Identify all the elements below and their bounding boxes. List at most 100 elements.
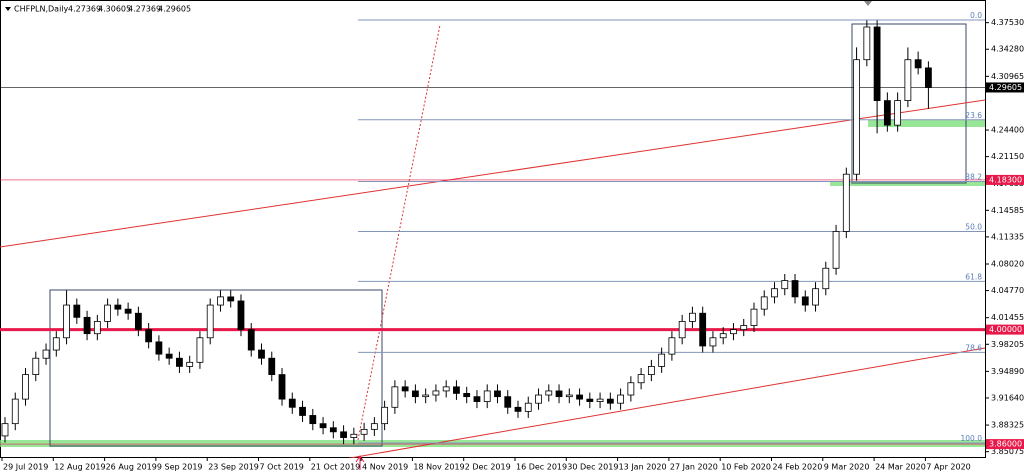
support-zone xyxy=(868,120,985,127)
candle-body xyxy=(134,312,142,330)
candle-body xyxy=(617,394,624,404)
candle-body xyxy=(165,353,173,359)
price-label-box xyxy=(986,324,1024,335)
candle-body xyxy=(268,357,276,375)
candle-body xyxy=(124,308,132,314)
candle-body xyxy=(114,304,122,310)
candle-body xyxy=(668,337,676,355)
candle-body xyxy=(853,59,860,175)
y-tick-label: 4.04770 xyxy=(991,286,1024,295)
candle-body xyxy=(422,394,430,398)
candle-body xyxy=(791,280,799,298)
candle-body xyxy=(217,296,224,306)
candle-body xyxy=(771,288,778,298)
fib-label: 50.0 xyxy=(965,222,982,231)
candle-body xyxy=(740,325,748,330)
x-tick-label: 7 Oct 2019 xyxy=(260,463,304,472)
candle-body xyxy=(42,349,50,359)
plot-area xyxy=(0,19,985,458)
candle-body xyxy=(93,321,101,335)
y-tick-label: 4.21150 xyxy=(991,152,1024,161)
candle-body xyxy=(719,333,727,339)
x-tick-label: 13 Jan 2020 xyxy=(619,463,667,472)
ohlc-high: 4.30605 xyxy=(98,5,131,14)
price-label: 3.86000 xyxy=(989,440,1022,449)
candle-body xyxy=(514,406,522,412)
candle-body xyxy=(309,415,317,425)
x-tick-label: 9 Mar 2020 xyxy=(824,463,870,472)
x-tick-label: 9 Sep 2019 xyxy=(157,463,203,472)
plot-frame xyxy=(0,0,986,458)
candle-body xyxy=(750,308,758,326)
candle-body xyxy=(227,296,235,302)
shift-marker xyxy=(864,1,872,6)
candle-body xyxy=(155,341,163,355)
candle-body xyxy=(545,390,553,396)
candle-body xyxy=(186,361,194,367)
y-tick-label: 4.40780 xyxy=(991,0,1024,1)
candle-body xyxy=(760,296,768,310)
candle-body xyxy=(606,398,614,404)
candle-body xyxy=(873,26,881,101)
candle-body xyxy=(925,67,932,88)
ohlc-low: 4.27369 xyxy=(128,5,161,14)
candle-body xyxy=(596,398,604,402)
candle-body xyxy=(894,100,902,126)
price-label: 4.00000 xyxy=(989,325,1022,334)
price-label: 4.18300 xyxy=(989,175,1022,184)
y-tick-label: 4.30965 xyxy=(991,72,1024,81)
candle-body xyxy=(381,406,389,425)
candle-body xyxy=(329,427,337,433)
candle-body xyxy=(22,374,29,400)
fib-label: 61.8 xyxy=(965,272,982,281)
candle-body xyxy=(432,390,440,396)
candle-body xyxy=(299,406,306,416)
candle-body xyxy=(370,423,378,430)
y-tick-label: 3.85075 xyxy=(991,447,1024,456)
x-tick-label: 7 Apr 2020 xyxy=(926,463,970,472)
candle-body xyxy=(463,392,471,398)
candle-body xyxy=(637,374,645,384)
y-tick-label: 3.98205 xyxy=(991,340,1024,349)
support-zone xyxy=(0,440,985,447)
candle-body xyxy=(350,433,358,438)
arrow-marker xyxy=(355,455,365,470)
symbol: CHFPLN,Daily xyxy=(14,5,69,14)
y-tick-label: 3.94890 xyxy=(991,367,1024,376)
ohlc-open: 4.27369 xyxy=(68,5,101,14)
x-tick-label: 30 Dec 2019 xyxy=(567,463,618,472)
candle-body xyxy=(104,304,111,322)
candle-body xyxy=(883,100,891,126)
candle-body xyxy=(483,390,491,402)
x-tick-label: 27 Jan 2020 xyxy=(670,463,718,472)
candle-body xyxy=(555,390,563,398)
range-box xyxy=(49,289,383,447)
candle-body xyxy=(832,231,840,269)
y-tick-label: 4.24400 xyxy=(991,126,1024,135)
candle-body xyxy=(340,431,347,438)
menu-arrow xyxy=(5,7,11,11)
support-zone xyxy=(830,182,985,186)
candle-body xyxy=(914,59,922,69)
candle-body xyxy=(473,396,481,402)
candle-body xyxy=(863,26,871,61)
candle-body xyxy=(627,382,635,396)
x-tick-label: 4 Nov 2019 xyxy=(362,463,408,472)
candle-body xyxy=(647,365,655,375)
candle-body xyxy=(278,374,286,400)
candle-body xyxy=(504,396,512,408)
trend-line xyxy=(347,347,985,458)
x-tick-label: 2 Dec 2019 xyxy=(465,463,511,472)
price-label-box xyxy=(986,174,1024,185)
x-tick-label: 23 Sep 2019 xyxy=(208,463,259,472)
x-tick-label: 16 Dec 2019 xyxy=(516,463,567,472)
fib-label: 100.0 xyxy=(961,434,983,443)
fib-label: 78.6 xyxy=(965,343,982,352)
candle-body xyxy=(658,353,666,367)
y-tick-label: 4.11335 xyxy=(991,232,1024,241)
candle-body xyxy=(83,316,91,335)
y-tick-label: 4.08020 xyxy=(991,260,1024,269)
candle-body xyxy=(565,394,573,398)
y-tick-label: 4.34280 xyxy=(991,45,1024,54)
candle-body xyxy=(442,386,450,392)
